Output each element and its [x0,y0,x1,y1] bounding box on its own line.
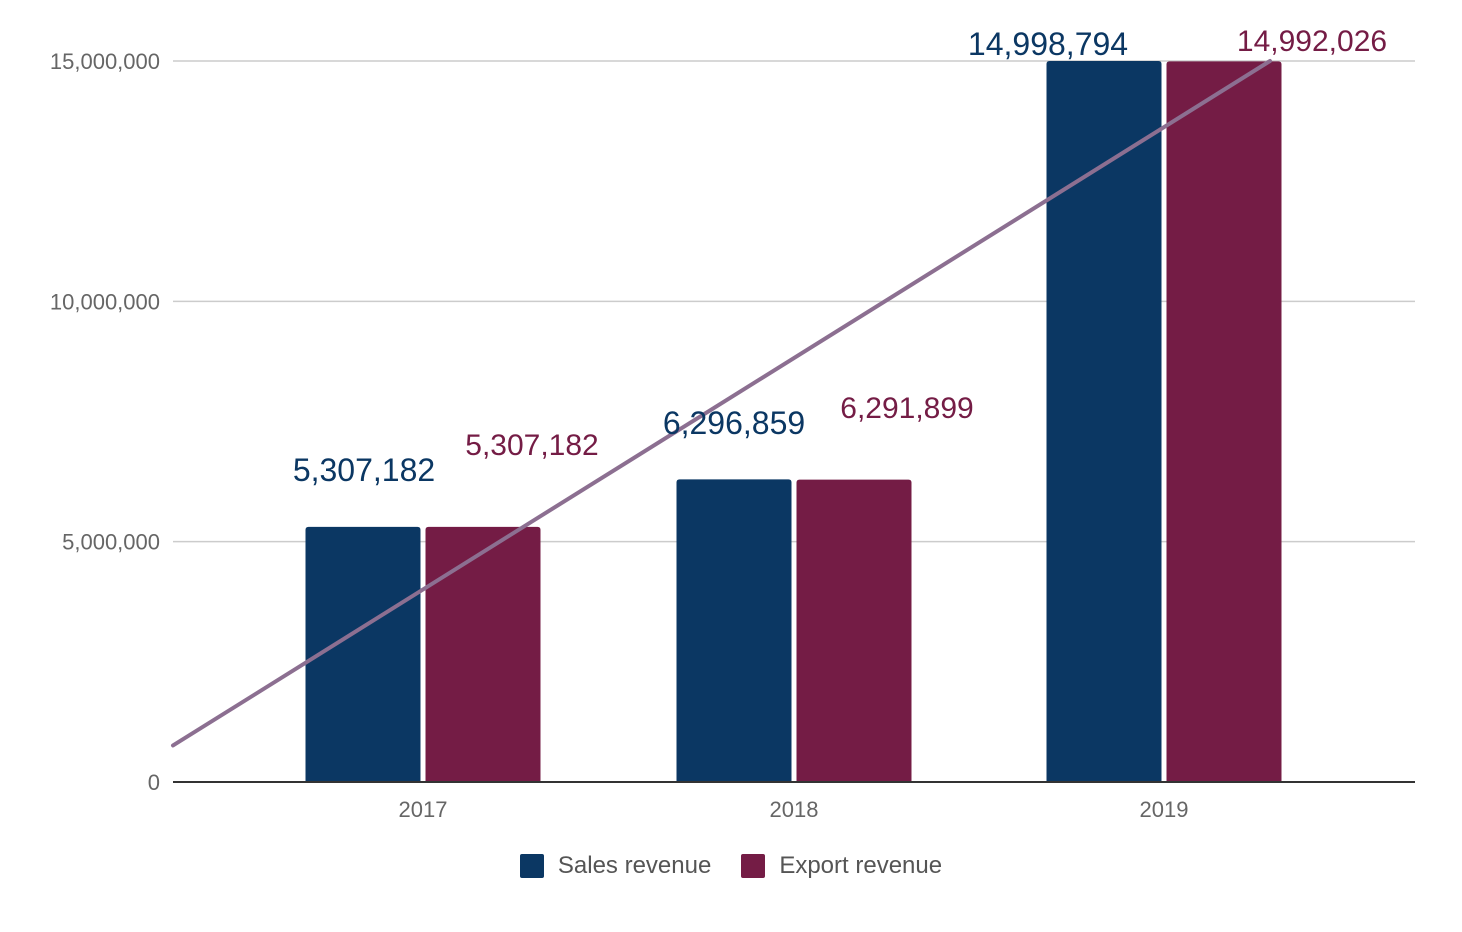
y-tick-label: 10,000,000 [50,289,160,314]
legend-item-sales: Sales revenue [519,852,712,880]
x-tick-label: 2017 [399,797,448,822]
data-label: 5,307,182 [293,452,435,488]
bar [676,479,792,782]
legend-label-sales: Sales revenue [557,852,712,879]
y-tick-label: 15,000,000 [50,49,160,74]
y-tick-label: 5,000,000 [62,530,160,555]
bar [1166,61,1282,782]
data-label: 6,291,899 [840,392,973,425]
x-tick-label: 2019 [1140,797,1189,822]
data-label: 5,307,182 [465,429,598,462]
legend-label-export: Export revenue [779,852,943,879]
bar [305,526,421,782]
bar [1046,61,1162,782]
bar [796,479,912,782]
y-tick-label: 0 [148,770,160,795]
trendline [171,59,1272,748]
legend-swatch-sales [519,854,544,878]
data-label: 6,296,859 [663,405,805,441]
x-tick-label: 2018 [770,797,819,822]
data-label: 14,992,026 [1237,25,1387,58]
bar [425,526,541,782]
legend-swatch-export [741,854,766,878]
legend: Sales revenue Export revenue [0,852,1462,880]
legend-item-export: Export revenue [741,852,942,880]
data-label: 14,998,794 [968,26,1128,62]
